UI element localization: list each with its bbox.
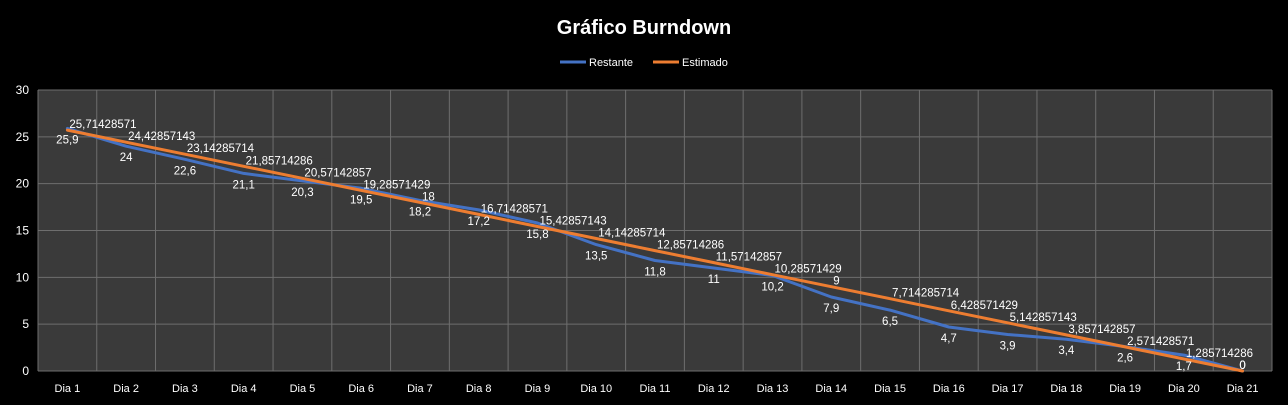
data-label-estimado: 24,42857143 [128, 131, 195, 143]
series-line-restante [65, 126, 1245, 373]
x-tick-label: Dia 4 [231, 383, 257, 395]
data-label-estimado: 9 [833, 276, 839, 288]
data-label-estimado: 12,85714286 [657, 240, 724, 252]
data-label-estimado: 10,28571429 [775, 264, 842, 276]
data-label-restante: 24 [120, 152, 133, 164]
legend-label-estimado: Estimado [682, 57, 728, 69]
x-tick-label: Dia 11 [640, 383, 671, 395]
data-label-estimado: 11,57142857 [716, 252, 782, 264]
x-tick-label: Dia 12 [698, 383, 730, 395]
data-label-estimado: 25,71428571 [69, 119, 136, 131]
data-label-estimado: 6,428571429 [951, 300, 1018, 312]
x-tick-label: Dia 19 [1109, 383, 1141, 395]
y-tick-label: 5 [22, 317, 29, 331]
data-label-estimado: 3,857142857 [1068, 324, 1135, 336]
data-label-restante: 3,9 [1000, 340, 1016, 352]
data-label-restante: 6,5 [882, 316, 898, 328]
data-label-restante: 3,4 [1058, 345, 1075, 357]
data-label-restante: 17,2 [468, 216, 490, 228]
data-label-estimado: 20,57142857 [304, 167, 371, 179]
x-tick-label: Dia 20 [1168, 383, 1200, 395]
x-tick-label: Dia 21 [1227, 383, 1259, 395]
legend-label-restante: Restante [589, 57, 633, 69]
y-axis-ticks: 0 5 10 15 20 25 30 [16, 83, 30, 378]
data-label-restante: 0 [1239, 360, 1245, 372]
data-label-estimado: 15,42857143 [539, 215, 606, 227]
x-tick-label: Dia 7 [407, 383, 433, 395]
data-label-restante: 1,7 [1176, 361, 1192, 373]
x-tick-label: Dia 16 [933, 383, 965, 395]
data-label-restante: 18,2 [409, 207, 431, 219]
data-label-restante: 11,8 [644, 266, 666, 278]
y-tick-label: 0 [22, 364, 29, 378]
x-tick-label: Dia 8 [466, 383, 492, 395]
series-lines [65, 126, 1245, 373]
data-label-restante: 20,3 [291, 187, 313, 199]
x-tick-label: Dia 10 [580, 383, 612, 395]
data-label-estimado: 21,85714286 [246, 155, 313, 167]
data-label-restante: 25,9 [56, 134, 78, 146]
data-label-estimado: 2,571428571 [1127, 336, 1194, 348]
chart-title: Gráfico Burndown [557, 17, 731, 39]
y-tick-label: 15 [16, 224, 30, 238]
x-tick-label: Dia 9 [525, 383, 551, 395]
data-label-restante: 2,6 [1117, 353, 1133, 365]
data-label-estimado: 1,285714286 [1186, 348, 1253, 360]
data-label-estimado: 16,71428571 [481, 203, 548, 215]
data-label-restante: 7,9 [823, 303, 839, 315]
data-label-restante: 15,8 [526, 229, 548, 241]
x-tick-label: Dia 18 [1050, 383, 1082, 395]
series-line-estimado [65, 128, 1245, 373]
legend: Restante Estimado [560, 57, 728, 69]
data-label-restante: 13,5 [585, 251, 607, 263]
x-tick-label: Dia 5 [290, 383, 316, 395]
y-tick-label: 25 [16, 130, 30, 144]
data-label-restante: 10,2 [761, 281, 783, 293]
x-tick-label: Dia 6 [348, 383, 374, 395]
data-label-estimado: 5,142857143 [1010, 312, 1077, 324]
data-label-estimado: 18 [422, 191, 435, 203]
y-tick-label: 10 [16, 270, 30, 284]
y-tick-label: 30 [16, 83, 30, 97]
data-label-restante: 21,1 [232, 179, 254, 191]
gridlines [37, 89, 1273, 372]
data-label-estimado: 19,28571429 [363, 179, 430, 191]
data-label-restante: 4,7 [941, 333, 957, 345]
data-label-estimado: 0 [1239, 360, 1245, 372]
x-tick-label: Dia 14 [815, 383, 847, 395]
data-labels: 25,9 24 22,6 21,1 20,3 19,5 18,2 17,2 15,8 13,5 11… [56, 119, 1253, 373]
x-axis-ticks: Dia 1 Dia 2 Dia 3 Dia 4 Dia 5 Dia 6 Dia 7 Dia 8… [55, 383, 1259, 395]
data-label-restante: 22,6 [174, 165, 196, 177]
x-tick-label: Dia 17 [992, 383, 1024, 395]
y-tick-label: 20 [16, 177, 30, 191]
data-label-estimado: 23,14285714 [187, 143, 255, 155]
data-label-estimado: 14,14285714 [598, 228, 666, 240]
x-tick-label: Dia 15 [874, 383, 906, 395]
x-tick-label: Dia 2 [113, 383, 139, 395]
data-label-restante: 19,5 [350, 194, 372, 206]
x-tick-label: Dia 13 [757, 383, 789, 395]
x-tick-label: Dia 1 [55, 383, 81, 395]
data-label-estimado: 7,714285714 [892, 288, 960, 300]
data-label-restante: 11 [708, 274, 720, 286]
x-tick-label: Dia 3 [172, 383, 198, 395]
